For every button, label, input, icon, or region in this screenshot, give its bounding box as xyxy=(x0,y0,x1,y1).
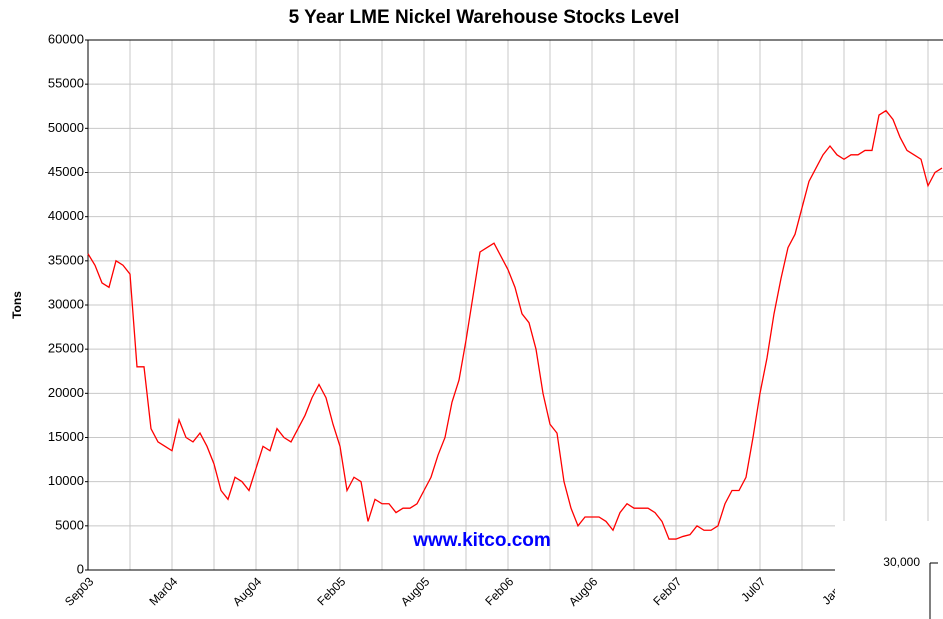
x-tick-label: Feb05 xyxy=(314,574,348,608)
x-tick-label: Mar04 xyxy=(146,574,180,608)
chart-title: 5 Year LME Nickel Warehouse Stocks Level xyxy=(289,7,680,28)
y-tick-label: 45000 xyxy=(48,164,84,179)
y-axis-label: Tons xyxy=(10,291,24,319)
watermark: www.kitco.com xyxy=(412,530,551,551)
x-tick-label: Jul07 xyxy=(738,574,768,604)
y-tick-label: 60000 xyxy=(48,31,84,46)
inset: 30,000 xyxy=(835,521,943,619)
grid: 0 5000 10000 15000 20000 25000 30000 35000 40000… xyxy=(48,31,943,609)
y-tick-label: 25000 xyxy=(48,341,84,356)
y-tick-label: 20000 xyxy=(48,385,84,400)
y-tick-label: 10000 xyxy=(48,473,84,488)
y-tick-label: 0 xyxy=(77,561,84,576)
y-tick-label: 40000 xyxy=(48,208,84,223)
data-line xyxy=(87,109,943,540)
x-tick-label: Aug05 xyxy=(398,574,433,609)
inset-label: 30,000 xyxy=(883,555,920,569)
y-tick-label: 50000 xyxy=(48,120,84,135)
x-tick-label: Sep03 xyxy=(62,574,97,609)
x-tick-label: Aug04 xyxy=(230,574,265,609)
plot xyxy=(87,109,943,540)
y-tick-label: 55000 xyxy=(48,76,84,91)
y-tick-label: 5000 xyxy=(55,517,84,532)
x-tick-label: Feb07 xyxy=(650,574,684,608)
x-tick-label: Aug06 xyxy=(566,574,601,609)
y-tick-label: 30000 xyxy=(48,296,84,311)
x-tick-label: Feb06 xyxy=(482,574,516,608)
y-tick-label: 35000 xyxy=(48,252,84,267)
y-tick-label: 15000 xyxy=(48,429,84,444)
inset-background xyxy=(835,521,943,619)
